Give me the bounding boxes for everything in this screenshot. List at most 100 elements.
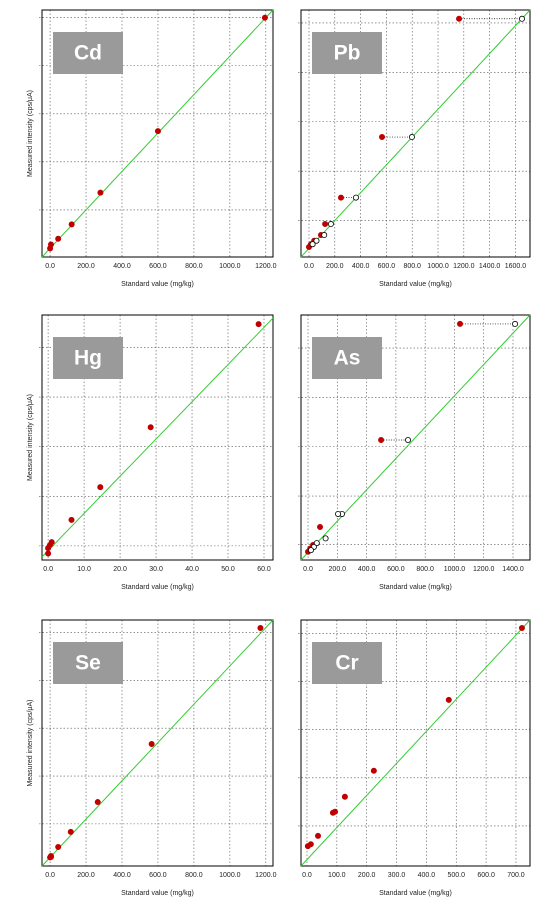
fit-line (300, 9, 531, 258)
open-point (321, 232, 328, 239)
x-tick-label: 1200.0 (255, 872, 277, 879)
element-tag-box (312, 642, 382, 684)
point (47, 241, 54, 248)
open-point (519, 15, 526, 22)
point (255, 321, 262, 328)
plot-frame (41, 619, 274, 867)
point (257, 625, 264, 632)
open-point (307, 547, 314, 554)
element-tag-box (53, 32, 123, 74)
fit-line (300, 314, 531, 561)
x-tick-label: 600.0 (149, 263, 167, 270)
open-point (352, 194, 359, 201)
x-tick-label: 100.0 (328, 872, 346, 879)
x-axis-label: Standard value (mg/kg) (121, 584, 194, 591)
x-tick-label: 600.0 (149, 872, 167, 879)
x-axis-label: Standard value (mg/kg) (121, 890, 194, 897)
point (48, 539, 55, 546)
open-point (313, 540, 320, 547)
point (67, 828, 74, 835)
point (317, 523, 324, 530)
x-tick-label: 200.0 (326, 263, 344, 270)
x-tick-label: 0.0 (43, 566, 53, 573)
element-tag: Se (75, 652, 101, 675)
point (147, 424, 154, 431)
x-axis-label: Standard value (mg/kg) (121, 281, 194, 288)
panel: 0.0 100.0 200.0 300.0 400.0 500.0 600.0 700.0 St… (298, 619, 531, 897)
point (68, 516, 75, 523)
plot-frame (300, 314, 531, 561)
plot-frame (41, 9, 274, 258)
point (307, 841, 314, 848)
open-point (335, 510, 342, 517)
x-tick-label: 600.0 (477, 872, 495, 879)
x-tick-label: 1200.0 (255, 263, 277, 270)
x-tick-label: 1400.0 (479, 263, 501, 270)
x-tick-label: 1000.0 (219, 263, 241, 270)
point (94, 799, 101, 806)
x-tick-label: 800.0 (185, 872, 203, 879)
panel: 0.0 200.0 400.0 600.0 800.0 1000.0 1200.0 1400.… (298, 9, 531, 288)
x-axis-label: Standard value (mg/kg) (379, 890, 452, 897)
x-tick-label: 600.0 (378, 263, 396, 270)
x-tick-label: 200.0 (77, 872, 95, 879)
x-tick-label: 1000.0 (427, 263, 449, 270)
x-tick-label: 200.0 (329, 566, 347, 573)
point (68, 221, 75, 228)
fit-line (41, 619, 274, 867)
element-tag-box (53, 337, 123, 379)
open-point (408, 134, 415, 141)
x-tick-label: 10.0 (77, 566, 91, 573)
point (315, 832, 322, 839)
point (337, 194, 344, 201)
fit-line (41, 317, 274, 558)
x-tick-label: 1200.0 (453, 263, 475, 270)
x-tick-label: 400.0 (113, 263, 131, 270)
x-tick-label: 0.0 (302, 872, 312, 879)
x-axis-label: Standard value (mg/kg) (379, 584, 452, 591)
point (55, 844, 62, 851)
element-tag-box (53, 642, 123, 684)
point (457, 320, 464, 327)
x-tick-label: 300.0 (388, 872, 406, 879)
panel: 0.0 200.0 400.0 600.0 800.0 1000.0 1200.0 Stand… (27, 9, 277, 288)
point (148, 741, 155, 748)
x-tick-label: 0.0 (45, 263, 55, 270)
panel: 0.0 200.0 400.0 600.0 800.0 1000.0 1200.0 1400.… (298, 314, 531, 591)
x-tick-label: 1000.0 (219, 872, 241, 879)
open-point (512, 320, 519, 327)
x-tick-label: 1400.0 (502, 566, 524, 573)
point (379, 134, 386, 141)
point (154, 128, 161, 135)
x-tick-label: 800.0 (185, 263, 203, 270)
point (47, 853, 54, 860)
point (518, 625, 525, 632)
x-tick-label: 800.0 (403, 263, 421, 270)
x-tick-label: 1200.0 (473, 566, 495, 573)
plot-frame (300, 619, 531, 867)
x-tick-label: 1600.0 (505, 263, 527, 270)
y-axis-label: Measured intensity (cps/μA) (27, 700, 34, 787)
x-tick-label: 400.0 (418, 872, 436, 879)
x-tick-label: 700.0 (507, 872, 525, 879)
element-tag: As (334, 347, 361, 370)
element-tag-box (312, 337, 382, 379)
plot-frame (41, 314, 274, 561)
point (341, 793, 348, 800)
point (370, 767, 377, 774)
element-tag: Cr (335, 652, 358, 675)
element-tag: Cd (74, 42, 102, 65)
x-tick-label: 50.0 (221, 566, 235, 573)
point (456, 15, 463, 22)
point (45, 550, 52, 557)
x-tick-label: 0.0 (303, 566, 313, 573)
plot-frame (300, 9, 531, 258)
x-tick-label: 20.0 (113, 566, 127, 573)
point (55, 235, 62, 242)
open-point (322, 535, 329, 542)
point (322, 221, 329, 228)
open-point (405, 437, 412, 444)
y-axis-label: Measured intensity (cps/μA) (27, 90, 34, 177)
element-tag: Pb (334, 42, 361, 65)
